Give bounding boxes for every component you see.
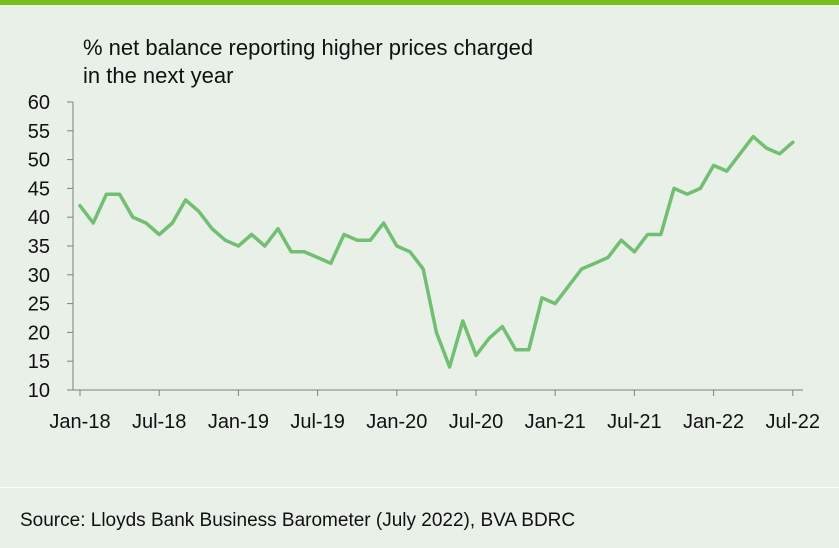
x-tick-label: Jan-19 <box>208 411 269 433</box>
chart-title: % net balance reporting higher prices ch… <box>83 34 683 90</box>
y-tick-label: 30 <box>28 265 50 287</box>
chart-title-line-2: in the next year <box>83 63 234 88</box>
y-tick-label: 35 <box>28 236 50 258</box>
x-tick-label: Jul-20 <box>449 411 503 433</box>
y-tick-label: 10 <box>28 380 50 402</box>
top-accent-bar <box>0 0 839 5</box>
source-note: Source: Lloyds Bank Business Barometer (… <box>20 510 576 531</box>
y-tick-label: 50 <box>28 150 50 172</box>
x-tick-label: Jan-21 <box>525 411 586 433</box>
x-tick-label: Jul-19 <box>290 411 344 433</box>
x-tick-label: Jul-21 <box>607 411 661 433</box>
y-tick-label: 45 <box>28 178 50 200</box>
x-tick-label: Jan-22 <box>683 411 744 433</box>
y-tick-label: 25 <box>28 294 50 316</box>
y-tick-label: 60 <box>28 92 50 114</box>
chart-title-line-1: % net balance reporting higher prices ch… <box>83 35 534 60</box>
y-tick-label: 20 <box>28 322 50 344</box>
y-tick-label: 40 <box>28 207 50 229</box>
line-chart: 10 15 20 25 30 35 40 45 50 55 60 Jan-18 Jul-18 Jan-19… <box>28 92 820 433</box>
x-tick-label: Jan-20 <box>366 411 427 433</box>
x-tick-label: Jan-18 <box>49 411 110 433</box>
footer-divider <box>0 487 839 488</box>
series-line <box>78 134 795 369</box>
x-tick-label: Jul-22 <box>766 411 820 433</box>
y-tick-label: 15 <box>28 351 50 373</box>
y-tick-label: 55 <box>28 121 50 143</box>
x-tick-label: Jul-18 <box>132 411 186 433</box>
